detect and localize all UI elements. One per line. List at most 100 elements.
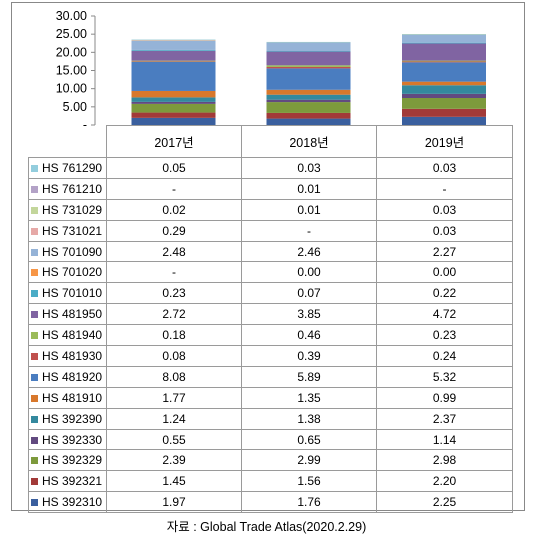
table-row: HS 481950 2.72 3.85 4.72 [28,303,513,326]
data-value-cell: 1.38 [241,407,377,430]
data-value-cell: 0.23 [376,324,513,347]
data-value-cell: 2.72 [106,303,242,326]
y-tick-label: 10.00 [56,82,87,96]
data-value-cell: 1.76 [241,491,377,514]
bar-segment [266,65,351,67]
data-value-cell: 0.03 [376,219,513,242]
y-tick-label: - [83,118,87,130]
bar-segment [402,34,486,35]
source-note: 자료 : Global Trade Atlas(2020.2.29) [166,520,367,534]
legend-label-cell: HS 481950 [28,303,107,326]
data-value-cell: - [106,261,242,284]
data-value-cell: - [241,219,377,242]
data-value-cell: 0.02 [106,198,242,221]
series-name: HS 701020 [42,265,103,280]
legend-label-cell: HS 481930 [28,345,107,367]
bar-segment [402,60,486,62]
bar-segment [131,97,216,102]
table-row: HS 481910 1.77 1.35 0.99 [28,386,513,409]
series-name: HS 731029 [42,202,103,217]
y-tick-label: 15.00 [56,64,87,78]
data-table: 2017년 2018년 2019년 HS 761290 0.05 0.03 0.03 H… [28,125,513,514]
legend-swatch [31,332,38,340]
legend-label-cell: HS 731029 [28,198,107,221]
data-value-cell: 0.00 [241,261,377,284]
series-name: HS 761210 [42,181,103,196]
data-value-cell: 0.55 [106,428,242,451]
legend-label-cell: HS 701010 [28,282,107,305]
bar-segment [402,61,486,63]
bar-segment [402,108,486,117]
data-value-cell: 4.72 [376,303,513,326]
bar-segment [266,99,351,103]
table-row: HS 701010 0.23 0.07 0.22 [28,282,513,305]
data-value-cell: 3.85 [241,303,377,326]
legend-label-cell: HS 701090 [28,240,107,263]
data-value-cell: 2.98 [376,449,513,472]
data-value-cell: 1.45 [106,470,242,493]
table-row: HS 392390 1.24 1.38 2.37 [28,407,513,430]
legend-label-cell: HS 481940 [28,324,107,347]
bar-segment [266,112,351,119]
legend-swatch [31,394,38,402]
bar-segment [266,51,351,66]
y-tick-label: 5.00 [63,100,87,114]
series-name: HS 481910 [42,390,103,405]
data-value-cell: 0.99 [376,386,513,409]
column-header: 2017년 [106,125,242,158]
legend-label-cell: HS 701020 [28,261,107,284]
legend-swatch [31,206,38,214]
legend-swatch [31,436,38,444]
legend-swatch [31,227,38,235]
bar-segment [266,94,351,100]
bar-segment [131,112,216,118]
series-name: HS 392330 [42,432,103,447]
data-value-cell: - [106,177,242,200]
legend-label-cell: HS 392390 [28,407,107,430]
bar-segment [266,68,351,90]
legend-swatch [31,269,38,277]
table-row: HS 392321 1.45 1.56 2.20 [28,470,513,493]
legend-label-cell: HS 392330 [28,428,107,451]
series-name: HS 481920 [42,369,103,384]
bar-segment [266,102,351,113]
y-tick-label: 20.00 [56,45,87,59]
legend-label-cell: HS 392329 [28,449,107,472]
bar-segment [131,117,216,125]
data-value-cell: 0.03 [376,198,513,221]
bar-segment [131,90,216,98]
table-row: HS 392310 1.97 1.76 2.25 [28,491,513,514]
data-value-cell: 0.05 [106,157,242,179]
data-value-cell: 0.24 [376,345,513,367]
column-header: 2018년 [241,125,377,158]
data-value-cell: 1.35 [241,386,377,409]
series-name: HS 481930 [42,348,103,363]
data-value-cell: 8.08 [106,365,242,388]
bar-segment [266,66,351,69]
legend-swatch [31,478,38,486]
legend-swatch [31,352,38,360]
bar-segment [402,81,486,86]
bar-segment [131,61,216,91]
bar-segment [131,101,216,104]
legend-swatch [31,290,38,298]
legend-swatch [31,457,38,465]
bar-segment [402,42,486,44]
legend-label-cell: HS 481910 [28,386,107,409]
table-row: HS 701020-0.00 0.00 [28,261,513,284]
bar-segment [131,103,216,113]
bar-segment [131,50,216,61]
series-name: HS 481940 [42,328,103,343]
data-value-cell: 1.56 [241,470,377,493]
series-name: HS 392329 [42,453,103,468]
data-value-cell: 0.01 [241,198,377,221]
legend-swatch [31,373,38,381]
legend-swatch [31,499,38,507]
legend-swatch [31,185,38,193]
table-row: HS 481920 8.08 5.89 5.32 [28,365,513,388]
bar-segment [402,34,486,43]
y-tick-label: 25.00 [56,27,87,41]
bar-segment [131,61,216,62]
series-name: HS 761290 [42,160,103,175]
legend-swatch [31,311,38,319]
